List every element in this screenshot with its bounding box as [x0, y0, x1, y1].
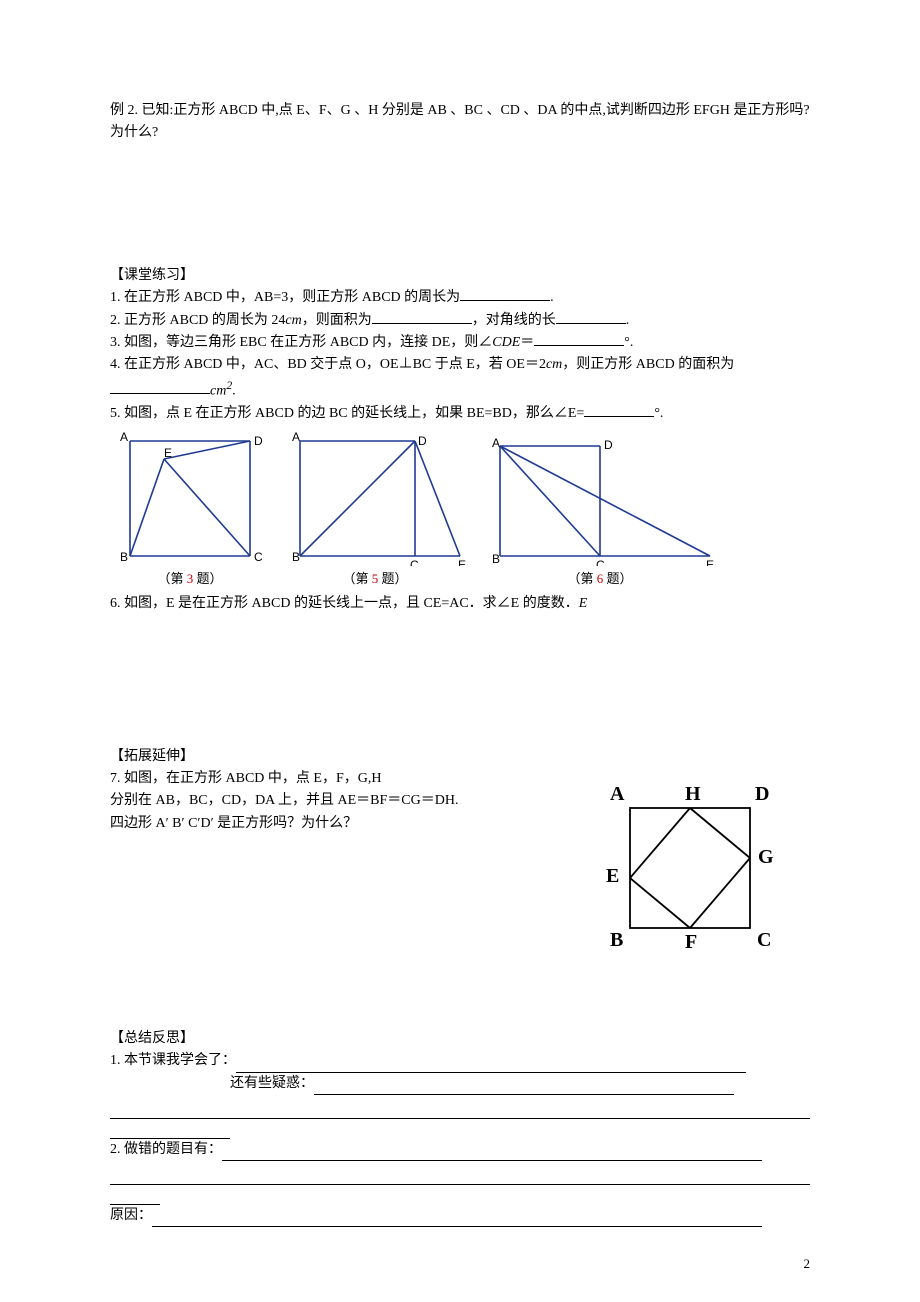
svg-text:D: D	[418, 434, 427, 448]
svg-text:G: G	[758, 846, 774, 868]
cap-post: 题）	[603, 571, 632, 586]
svg-text:C: C	[254, 550, 263, 564]
svg-text:B: B	[292, 550, 300, 564]
svg-text:A: A	[492, 436, 500, 450]
svg-text:A: A	[292, 431, 300, 444]
q1-text: 1. 在正方形 ABCD 中，AB=3，则正方形 ABCD 的周长为	[110, 290, 460, 305]
summary-1b-pre: 还有些疑惑：	[230, 1076, 314, 1091]
q1-post: .	[550, 290, 554, 305]
q3-post: °.	[624, 335, 633, 350]
section-classroom: 【课堂练习】	[110, 265, 810, 287]
fig7-svg: A H D E G B F C	[590, 768, 790, 968]
q2-blank2	[556, 310, 626, 324]
svg-text:B: B	[492, 552, 500, 566]
svg-text:H: H	[685, 783, 701, 805]
svg-text:B: B	[610, 929, 623, 951]
q3-eq: ＝	[520, 335, 534, 350]
q4-mid: ，则正方形 ABCD 的面积为	[562, 357, 734, 372]
summary-3: 原因：	[110, 1205, 810, 1227]
cap-post: 题）	[193, 571, 222, 586]
q2: 2. 正方形 ABCD 的周长为 24cm，则面积为 ，对角线的长.	[110, 310, 810, 332]
fig6-svg: A D B C E	[480, 431, 720, 566]
svg-text:C: C	[596, 558, 605, 566]
cap-pre: （第	[567, 571, 596, 586]
svg-text:D: D	[254, 434, 263, 448]
summary-2b-blank	[110, 1165, 810, 1185]
svg-text:C: C	[757, 929, 771, 951]
q3: 3. 如图，等边三角形 EBC 在正方形 ABCD 内，连接 DE，则∠CDE＝…	[110, 332, 810, 354]
section-extend: 【拓展延伸】	[110, 746, 810, 768]
svg-text:A: A	[120, 431, 128, 444]
q5-post: °.	[654, 406, 663, 421]
svg-text:E: E	[458, 558, 466, 566]
figure-row: A D B C E （第 3 题） A D B C E （第 5 题） A D B C E （第 6 题…	[110, 431, 810, 587]
cap-pre: （第	[342, 571, 371, 586]
q6-text: 6. 如图，E 是在正方形 ABCD 的延长线上一点，且 CE=AC．求∠E 的…	[110, 596, 579, 611]
summary-1-pre: 1. 本节课我学会了：	[110, 1053, 236, 1068]
summary-2: 2. 做错的题目有：	[110, 1139, 810, 1161]
fig6-caption: （第 6 题）	[567, 568, 632, 587]
cap-post: 题）	[378, 571, 407, 586]
q3-pre: 3. 如图，等边三角形 EBC 在正方形 ABCD 内，连接 DE，则∠	[110, 335, 492, 350]
section-summary: 【总结反思】	[110, 1028, 810, 1050]
summary-2c-blank	[110, 1191, 160, 1205]
figure-5: A D B C E （第 5 题）	[280, 431, 470, 587]
svg-text:E: E	[706, 558, 714, 566]
summary-3-blank	[152, 1213, 762, 1227]
q7-l3: 四边形 A′ B′ C′D′ 是正方形吗？为什么？	[110, 813, 570, 835]
q4: 4. 在正方形 ABCD 中，AC、BD 交于点 O，OE⊥BC 于点 E，若 …	[110, 354, 810, 402]
svg-text:D: D	[604, 438, 613, 452]
figure-3: A D B C E （第 3 题）	[110, 431, 270, 587]
q2-blank1	[372, 310, 472, 324]
summary-2-pre: 2. 做错的题目有：	[110, 1142, 222, 1157]
summary-1d-blank	[110, 1125, 230, 1139]
summary-1b: 还有些疑惑：	[110, 1073, 810, 1095]
q2-mid: ，则面积为	[302, 313, 372, 328]
svg-text:B: B	[120, 550, 128, 564]
cap-pre: （第	[157, 571, 186, 586]
figure-6: A D B C E （第 6 题）	[480, 431, 720, 587]
svg-text:C: C	[410, 558, 419, 566]
q2-post: .	[626, 313, 630, 328]
summary-3-pre: 原因：	[110, 1208, 152, 1223]
q3-ang: CDE	[492, 335, 520, 350]
figure-7: A H D E G B F C	[590, 768, 810, 968]
example-2: 例 2. 已知:正方形 ABCD 中,点 E、F、G 、H 分别是 AB 、BC…	[110, 100, 810, 145]
fig3-caption: （第 3 题）	[157, 568, 222, 587]
summary-1: 1. 本节课我学会了：	[110, 1050, 810, 1072]
q5-blank	[584, 403, 654, 417]
q7: 7. 如图，在正方形 ABCD 中，点 E，F，G,H 分别在 AB，BC，CD…	[110, 768, 810, 968]
q7-l2: 分别在 AB，BC，CD，DA 上，并且 AE＝BF＝CG＝DH.	[110, 790, 570, 812]
svg-text:D: D	[755, 783, 769, 805]
q4-post: .	[232, 383, 236, 398]
q4-unit: cm	[546, 357, 562, 372]
q5: 5. 如图，点 E 在正方形 ABCD 的边 BC 的延长线上，如果 BE=BD…	[110, 403, 810, 425]
q4-unit2: cm	[210, 383, 226, 398]
q1: 1. 在正方形 ABCD 中，AB=3，则正方形 ABCD 的周长为.	[110, 287, 810, 309]
fig5-caption: （第 5 题）	[342, 568, 407, 587]
summary-1-blank	[236, 1059, 746, 1073]
q7-l1: 7. 如图，在正方形 ABCD 中，点 E，F，G,H	[110, 768, 570, 790]
q1-blank	[460, 287, 550, 301]
page-number: 2	[804, 1256, 811, 1272]
q2-mid2: ，对角线的长	[472, 313, 556, 328]
q5-pre: 5. 如图，点 E 在正方形 ABCD 的边 BC 的延长线上，如果 BE=BD…	[110, 406, 584, 421]
summary-1b-blank	[314, 1081, 734, 1095]
fig5-svg: A D B C E	[280, 431, 470, 566]
q4-blank	[110, 380, 210, 394]
q3-blank	[534, 332, 624, 346]
q4-pre: 4. 在正方形 ABCD 中，AC、BD 交于点 O，OE⊥BC 于点 E，若 …	[110, 357, 546, 372]
svg-text:E: E	[606, 865, 619, 887]
svg-text:A: A	[610, 783, 625, 805]
svg-text:F: F	[685, 931, 697, 953]
svg-text:E: E	[164, 446, 172, 460]
q2-unit1: cm	[285, 313, 301, 328]
q2-pre: 2. 正方形 ABCD 的周长为 24	[110, 313, 285, 328]
fig3-svg: A D B C E	[110, 431, 270, 566]
summary-2-blank	[222, 1147, 762, 1161]
summary-1c-blank	[110, 1099, 810, 1119]
q6: 6. 如图，E 是在正方形 ABCD 的延长线上一点，且 CE=AC．求∠E 的…	[110, 593, 810, 615]
